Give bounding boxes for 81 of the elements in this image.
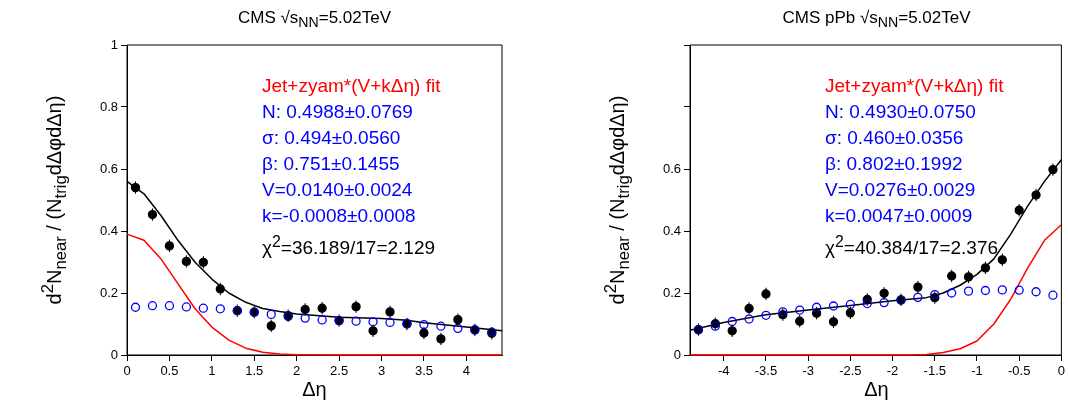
point [1031, 287, 1041, 297]
y-tick-label: 0.6 [662, 160, 681, 176]
x-tick-label: 3 [377, 363, 386, 379]
x-tick-label: -2.5 [839, 363, 862, 379]
y-tick-label: 0.2 [99, 284, 118, 300]
y-tick-label: 0.2 [662, 284, 681, 300]
point [963, 286, 974, 296]
x-tick-label: -4 [717, 363, 730, 379]
y-tick-label: 1 [110, 36, 118, 52]
y-tick-label: 0.4 [99, 222, 118, 238]
annotation: V=0.0140±0.0024 [262, 178, 414, 202]
point [351, 316, 361, 326]
x-tick-label: 3.5 [414, 363, 433, 379]
x-tick-label: 0 [123, 363, 131, 379]
annotation: k=0.0047±0.0009 [825, 204, 974, 228]
point [147, 209, 158, 220]
point [266, 309, 276, 320]
x-tick-label: -3 [802, 363, 814, 379]
x-tick-label: -1.5 [923, 363, 946, 379]
annotation: σ: 0.494±0.0560 [262, 126, 402, 150]
point [930, 289, 940, 300]
x-tick-label: -0.5 [1007, 363, 1031, 379]
point [385, 317, 395, 328]
point [947, 288, 957, 298]
chart-title: CMS √s$_{NN}$=5.02TeV [236, 8, 393, 31]
x-tick-label: -2 [886, 363, 899, 379]
x-tick-label: 0.5 [160, 363, 179, 379]
annotation: N: 0.4988±0.0769 [262, 100, 414, 124]
x-tick-label: 4 [462, 363, 470, 379]
point [164, 301, 175, 311]
chart-title: CMS pPb √s$_{NN}$=5.02TeV [781, 8, 972, 31]
annotation: β: 0.751±0.1455 [262, 152, 401, 176]
annotation: χ$^{2}$=40.384/17=2.376 [825, 232, 1000, 261]
point [1048, 290, 1058, 300]
point [879, 297, 889, 308]
x-axis-title: Δη [301, 378, 328, 401]
point [795, 305, 805, 315]
x-tick-label: -1 [971, 363, 983, 379]
point [130, 302, 141, 312]
point [997, 285, 1007, 295]
annotation: β: 0.802±0.1992 [825, 152, 964, 176]
point [147, 301, 158, 311]
y-tick-label: 0 [110, 346, 118, 362]
point [419, 319, 429, 330]
point [130, 182, 141, 193]
point [913, 292, 923, 302]
x-tick-label: 0 [1057, 363, 1065, 379]
x-tick-label: 2 [293, 363, 301, 379]
annotation: N: 0.4930±0.0750 [825, 100, 977, 124]
point [727, 316, 737, 327]
y-tick-label: 0.4 [662, 222, 681, 238]
point [845, 299, 856, 310]
x-tick-label: 1 [208, 363, 216, 379]
x-axis-title: Δη [863, 378, 890, 401]
point [862, 298, 872, 309]
point [300, 313, 310, 323]
annotation: Jet+zyam*(V+kΔη) fit [262, 74, 441, 98]
point [368, 317, 378, 327]
x-tick-label: 1.5 [245, 363, 264, 379]
y-tick-label: 0.8 [99, 98, 118, 114]
y-tick-label: 0.6 [99, 160, 118, 176]
point [215, 304, 225, 314]
point [453, 323, 463, 333]
point [181, 302, 192, 312]
point [1014, 285, 1024, 295]
point [761, 310, 771, 320]
point [980, 285, 991, 296]
point [317, 315, 327, 325]
annotation: Jet+zyam*(V+kΔη) fit [825, 74, 1004, 98]
x-tick-label: -3.5 [754, 363, 778, 379]
point [436, 321, 446, 331]
annotation: k=-0.0008±0.0008 [262, 204, 417, 228]
point [198, 303, 209, 313]
x-tick-label: 2.5 [330, 363, 349, 379]
y-tick-label: 0 [673, 346, 681, 362]
point [744, 314, 754, 324]
point [811, 302, 822, 312]
point [828, 301, 839, 311]
annotation: χ$^{2}$=36.189/17=2.129 [262, 232, 437, 261]
annotation: V=0.0276±0.0029 [825, 178, 977, 202]
annotation: σ: 0.460±0.0356 [825, 126, 965, 150]
